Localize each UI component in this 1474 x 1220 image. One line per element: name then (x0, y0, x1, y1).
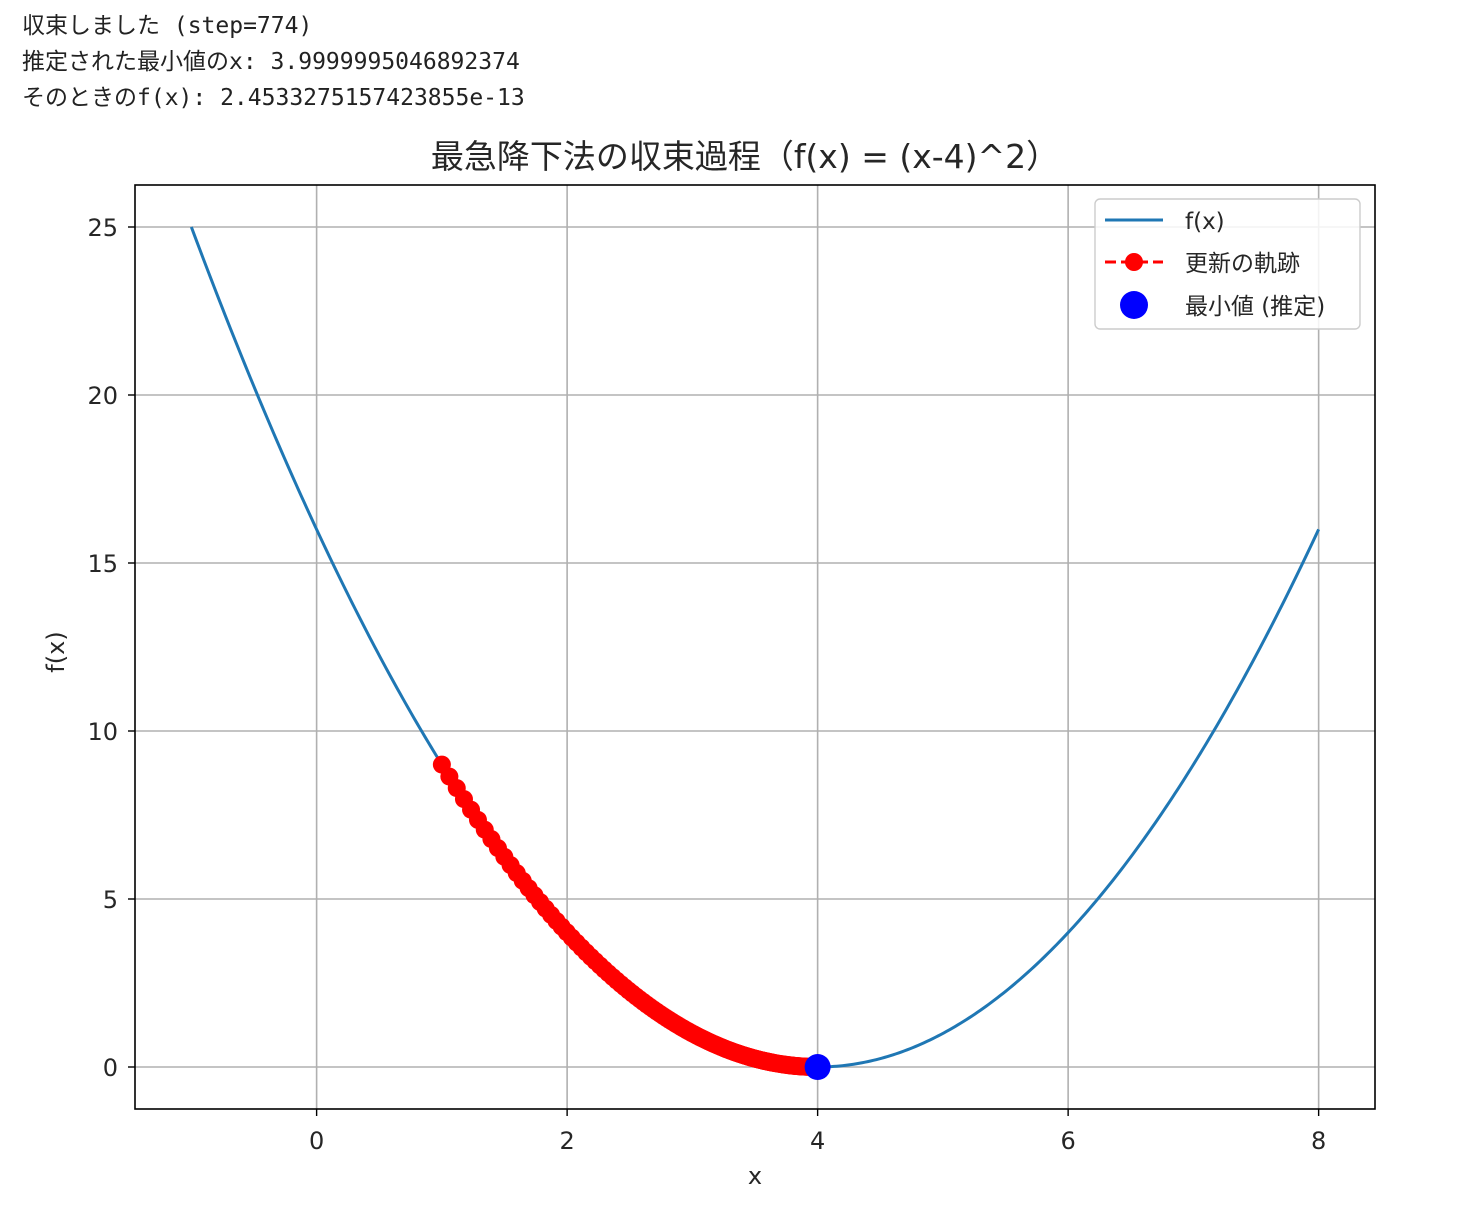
legend-marker-trajectory (1125, 253, 1143, 271)
x-tick-label: 8 (1311, 1127, 1326, 1155)
y-tick-label: 25 (87, 214, 118, 242)
curve-fx (189, 226, 1320, 1069)
legend-label-minimum: 最小値 (推定) (1185, 294, 1325, 320)
legend-box (1094, 198, 1361, 330)
legend-label-trajectory: 更新の軌跡 (1185, 251, 1300, 277)
x-tick-label: 2 (559, 1127, 574, 1155)
estimated-fx-line: そのときのf(x): 2.4533275157423855e-13 (22, 85, 525, 111)
legend-marker-minimum (1120, 291, 1148, 319)
y-tick-label: 0 (103, 1054, 118, 1082)
y-axis-ticks: 0 5 10 15 20 25 (87, 214, 135, 1082)
x-axis-ticks: 0 2 4 6 8 (309, 1109, 1326, 1155)
convergence-message: 収束しました (step=774) (22, 13, 313, 39)
update-trajectory (432, 755, 826, 1076)
x-tick-label: 6 (1060, 1127, 1075, 1155)
function-curve (189, 226, 1320, 1069)
chart-title: 最急降下法の収束過程（f(x) = (x-4)^2） (431, 137, 1059, 176)
y-tick-label: 10 (87, 718, 118, 746)
legend: f(x) 更新の軌跡 最小値 (推定) (1094, 198, 1361, 330)
trajectory-line (440, 763, 818, 1069)
estimated-x-line: 推定された最小値のx: 3.9999995046892374 (22, 49, 520, 75)
plot-frame (134, 184, 1376, 1110)
minimum-marker (804, 1054, 831, 1080)
x-axis-label: x (748, 1162, 762, 1190)
y-tick-label: 15 (87, 550, 118, 578)
y-tick-label: 5 (103, 886, 118, 914)
legend-label-fx: f(x) (1185, 209, 1225, 235)
x-tick-label: 0 (309, 1127, 324, 1155)
minimum-marker-group (804, 1054, 831, 1080)
y-axis-label: f(x) (42, 631, 70, 672)
console-output: 収束しました (step=774) 推定された最小値のx: 3.99999950… (22, 8, 1442, 116)
y-tick-label: 20 (87, 382, 118, 410)
x-tick-label: 4 (810, 1127, 825, 1155)
